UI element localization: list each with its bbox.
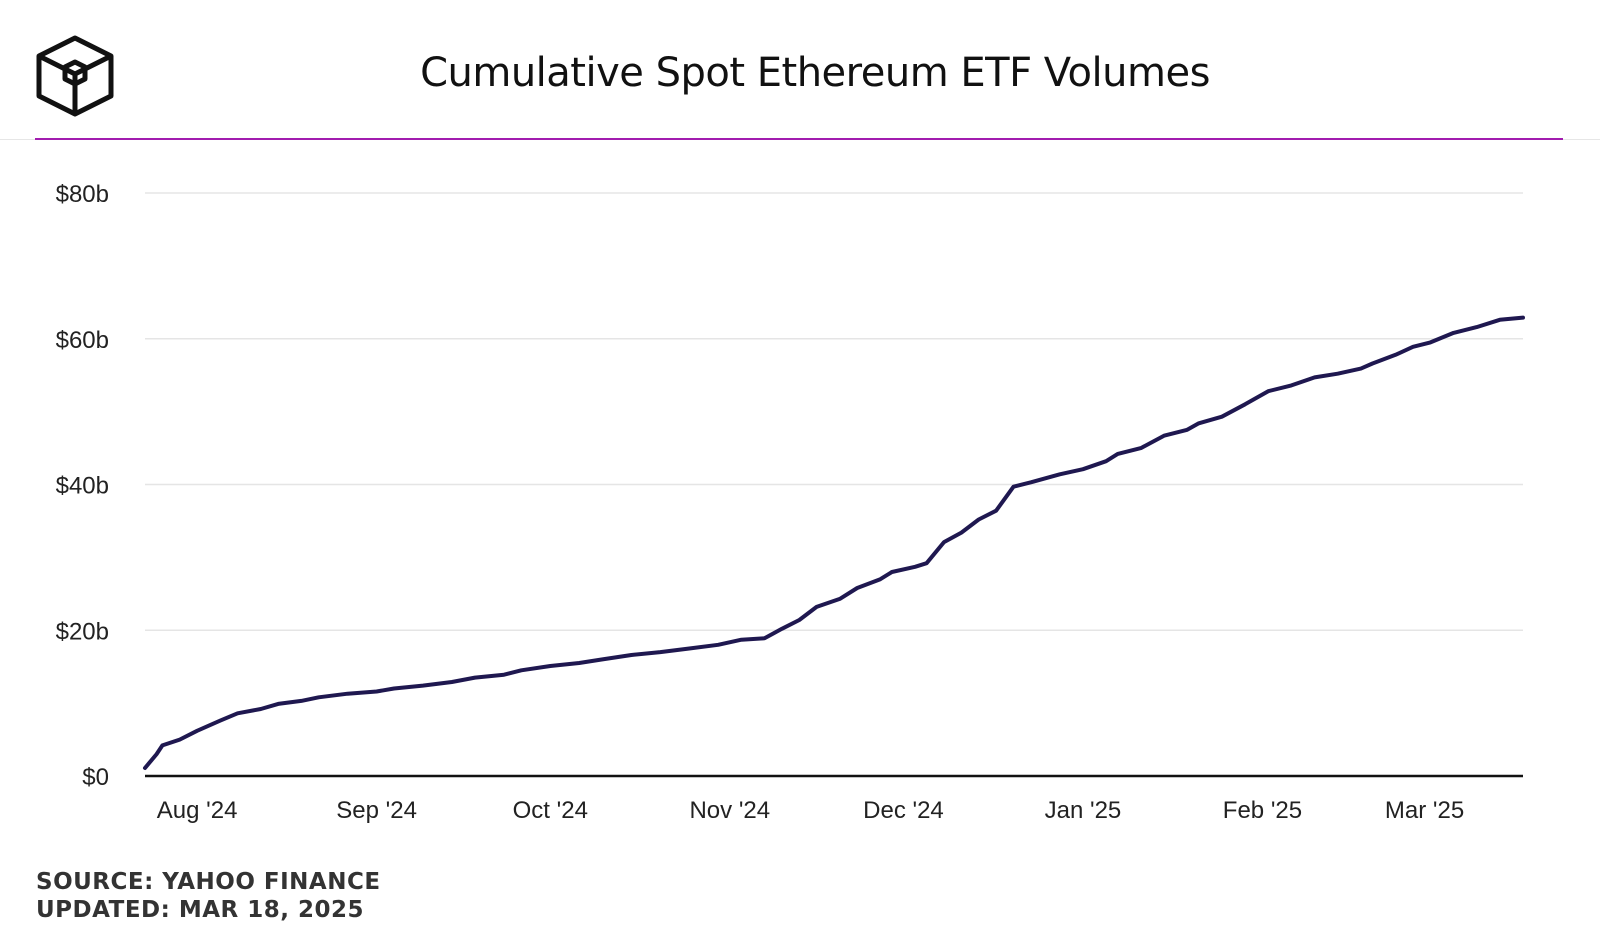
x-tick-label: Aug '24 (157, 797, 238, 824)
x-tick-label: Sep '24 (336, 797, 417, 824)
y-tick-label: $60b (56, 327, 109, 354)
y-tick-label: $0 (82, 764, 109, 791)
x-tick-label: Mar '25 (1385, 797, 1464, 824)
line-chart: $0 $20b $40b $60b $80b Aug '24 Sep '24 Oct '24… (56, 181, 1525, 824)
x-tick-label: Nov '24 (689, 797, 770, 824)
chart-title: Cumulative Spot Ethereum ETF Volumes (420, 50, 1210, 96)
x-tick-label: Dec '24 (863, 797, 944, 824)
series-line-cumulative-volume (143, 315, 1525, 770)
chart-header: Cumulative Spot Ethereum ETF Volumes (0, 0, 1600, 140)
chart-footer: SOURCE: YAHOO FINANCE UPDATED: MAR 18, 2… (36, 868, 381, 924)
updated-note: UPDATED: MAR 18, 2025 (36, 897, 365, 923)
y-tick-label: $40b (56, 473, 109, 500)
accent-divider (35, 138, 1563, 140)
cube-logo-icon (36, 35, 114, 117)
grid-lines (145, 192, 1523, 631)
y-axis-ticks: $0 $20b $40b $60b $80b (56, 181, 109, 791)
x-tick-label: Oct '24 (513, 797, 588, 824)
x-tick-label: Feb '25 (1223, 797, 1302, 824)
y-tick-label: $20b (56, 618, 109, 645)
y-tick-label: $80b (56, 181, 109, 208)
x-axis-ticks: Aug '24 Sep '24 Oct '24 Nov '24 Dec '24 Jan '… (157, 797, 1464, 824)
x-tick-label: Jan '25 (1045, 797, 1122, 824)
source-note: SOURCE: YAHOO FINANCE (36, 869, 381, 895)
